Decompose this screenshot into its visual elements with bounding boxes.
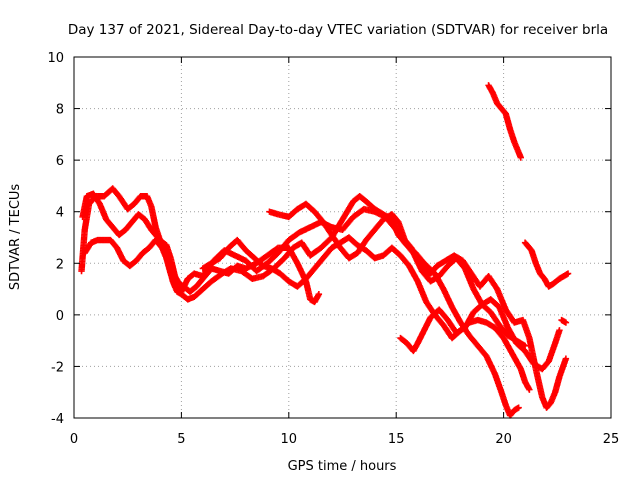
y-axis-label: SDTVAR / TECUs [8, 184, 23, 291]
x-tick-label: 20 [495, 432, 512, 447]
plot-frame [73, 56, 612, 419]
y-tick-label: -4 [51, 412, 64, 427]
data-point [517, 154, 524, 161]
axis-ticks: 0 5 10 15 20 25 -4 -2 0 2 4 6 8 10 [47, 51, 619, 447]
series-track-3 [81, 193, 522, 419]
chart-title: Day 137 of 2021, Sidereal Day-to-day VTE… [68, 22, 608, 38]
y-tick-label: -2 [51, 360, 64, 375]
x-tick-label: 0 [70, 432, 78, 447]
x-tick-label: 10 [281, 432, 298, 447]
y-tick-label: 6 [56, 154, 64, 169]
data-marks [78, 82, 572, 419]
data-point [556, 327, 563, 334]
data-point [564, 270, 572, 277]
data-point [315, 291, 323, 298]
series-track-4 [266, 200, 570, 411]
series-track-9 [558, 316, 570, 326]
x-axis-label: GPS time / hours [288, 459, 397, 474]
grid-lines [74, 57, 611, 418]
y-tick-label: 0 [56, 309, 64, 324]
y-tick-label: 8 [56, 103, 64, 118]
data-point [562, 319, 570, 326]
x-tick-label: 15 [388, 432, 405, 447]
data-point [526, 386, 533, 393]
series-track-8 [521, 239, 572, 290]
x-tick-label: 25 [603, 432, 620, 447]
y-tick-label: 10 [47, 51, 64, 66]
x-tick-label: 5 [177, 432, 185, 447]
series-track-7 [485, 82, 524, 161]
series-track-6 [397, 301, 529, 355]
y-tick-label: 2 [56, 257, 64, 272]
y-tick-label: 4 [56, 206, 64, 221]
data-point [515, 404, 522, 411]
data-point [562, 355, 570, 362]
data-point [521, 342, 529, 349]
series-track-5 [199, 234, 533, 393]
